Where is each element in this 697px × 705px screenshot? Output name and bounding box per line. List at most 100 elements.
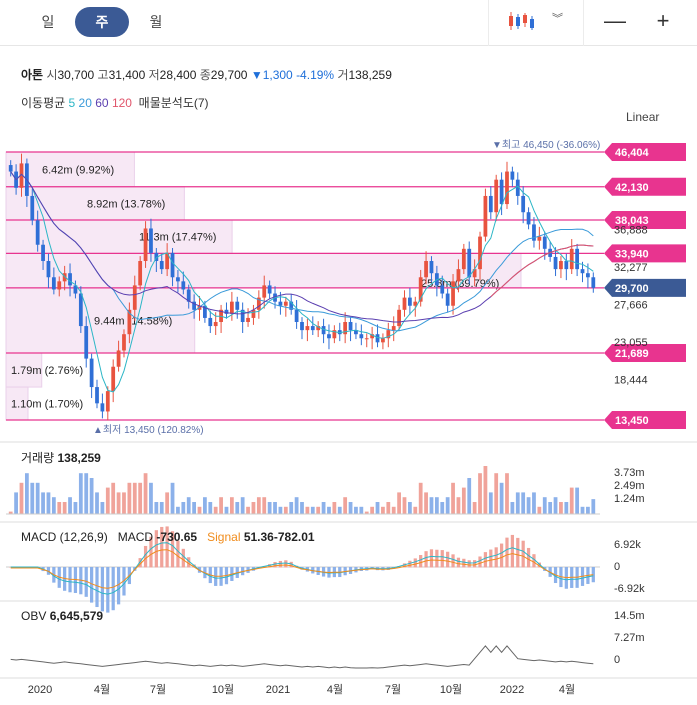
macd-histogram-bar	[106, 567, 110, 613]
macd-histogram-bar	[116, 567, 121, 605]
volume-bar	[181, 502, 186, 514]
macd-histogram-bar	[505, 537, 509, 568]
candle	[451, 281, 455, 306]
volume-bar	[505, 473, 509, 514]
volume-bar	[397, 492, 401, 514]
volume-value: 138,259	[348, 68, 392, 82]
volume-bar	[451, 482, 455, 514]
x-tick-label: 2021	[266, 684, 290, 696]
volume-bar	[580, 506, 585, 514]
y-tick-label: 36,888	[614, 224, 648, 236]
volume-bar	[57, 502, 62, 514]
macd-histogram-bar	[408, 560, 412, 568]
ma-120: 120	[111, 96, 132, 110]
scale-mode-toggle[interactable]: Linear	[626, 110, 660, 124]
current-price-label: 29,700	[615, 283, 649, 295]
volume-bar	[165, 492, 170, 514]
candle	[203, 305, 207, 318]
candle	[154, 252, 159, 262]
candlestick-icon	[509, 12, 534, 30]
candle	[586, 273, 590, 278]
macd-histogram-bar	[89, 567, 94, 603]
high-price: 31,400	[108, 68, 146, 82]
candle	[305, 326, 310, 331]
candle	[381, 338, 385, 343]
volume-bar	[305, 506, 310, 514]
add-button[interactable]: +	[656, 8, 670, 33]
candle	[127, 309, 132, 335]
volume-bar	[537, 506, 542, 514]
macd-histogram-bar	[9, 567, 13, 568]
price-level-tag	[604, 343, 686, 362]
macd-histogram-bar	[532, 554, 536, 568]
macd-histogram-bar	[181, 548, 185, 568]
volume-bar	[402, 497, 407, 514]
macd-histogram-bar	[483, 552, 488, 568]
macd-histogram-bar	[284, 560, 288, 568]
candle	[240, 309, 245, 323]
candle	[488, 195, 493, 213]
tab-month[interactable]: 월	[149, 14, 163, 30]
indicator-legend[interactable]: 이동평균 5 20 60 120 매물분석도(7)	[21, 96, 209, 110]
candle	[283, 301, 288, 306]
tab-week[interactable]: 주	[75, 7, 129, 37]
candle	[19, 163, 24, 188]
volume-bar	[192, 502, 196, 514]
volume-bar	[283, 506, 288, 514]
candle	[499, 179, 504, 205]
candle	[408, 297, 412, 306]
price-level-label: 46,404	[615, 147, 650, 159]
candle	[46, 261, 51, 278]
macd-histogram-bar	[440, 550, 444, 568]
macd-histogram-bar	[521, 540, 525, 568]
candle	[89, 358, 94, 388]
x-tick-label: 2022	[500, 684, 524, 696]
macd-histogram-bar	[138, 558, 142, 568]
volume-profile-bar	[5, 186, 185, 221]
candle	[51, 277, 56, 290]
macd-histogram-bar	[100, 567, 105, 612]
x-tick-label: 10월	[440, 683, 462, 696]
candle	[246, 317, 250, 323]
volume-profile-toggle[interactable]: 매물분석도(7)	[138, 96, 209, 110]
candle	[391, 326, 396, 331]
volume-bar	[429, 497, 434, 514]
volume-bar	[186, 497, 191, 514]
candle	[327, 334, 331, 339]
price-level-label: 13,450	[615, 415, 649, 427]
minimize-button[interactable]: —	[604, 8, 626, 33]
volume-bar	[364, 511, 369, 514]
macd-histogram-bar	[510, 534, 515, 568]
candle	[310, 326, 315, 331]
tab-day[interactable]: 일	[41, 14, 55, 30]
volume-bar	[100, 502, 105, 514]
candle	[294, 309, 299, 323]
volume-bar	[445, 497, 450, 514]
candle	[569, 248, 574, 270]
candle	[375, 334, 380, 343]
price-level-label: 33,940	[615, 248, 649, 260]
volume-bar	[381, 506, 385, 514]
candle	[348, 322, 353, 331]
candle	[224, 309, 229, 314]
volume-bar	[251, 502, 256, 514]
volume-bar	[559, 502, 563, 514]
volume-bar	[332, 502, 337, 514]
candle	[532, 224, 536, 241]
x-tick-label: 10월	[212, 683, 234, 696]
macd-histogram-bar	[84, 567, 88, 597]
candle	[84, 326, 89, 359]
volume-tick-label: 2.49m	[614, 480, 645, 492]
volume-bar	[526, 497, 531, 514]
macd-histogram-bar	[446, 551, 450, 568]
volume-bar	[553, 497, 558, 514]
volume-bar	[14, 492, 18, 514]
macd-panel-title: MACD (12,26,9) MACD -730.65 Signal 51.36…	[21, 530, 315, 544]
chart-type-selector[interactable]: ︾	[488, 0, 584, 46]
obv-tick-label: 0	[614, 654, 620, 666]
volume-bar	[240, 497, 245, 514]
candle	[68, 273, 72, 286]
volume-bar	[197, 506, 202, 514]
volume-bar	[89, 478, 94, 514]
